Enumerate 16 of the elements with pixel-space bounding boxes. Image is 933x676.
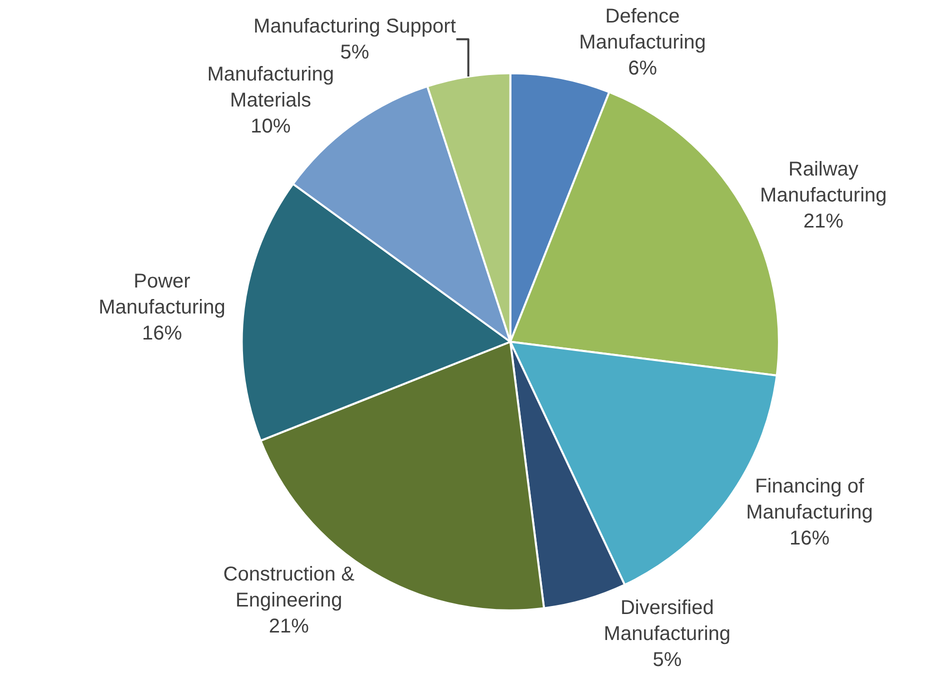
slice-label: Manufacturing Materials <box>207 63 334 112</box>
data-label: 16% <box>142 322 182 345</box>
data-label: 10% <box>250 115 291 138</box>
data-label: 21% <box>268 615 310 638</box>
slice-label: Manufacturing Support <box>254 15 456 38</box>
data-label: 6% <box>628 57 658 80</box>
slice-label: Defence Manufacturing <box>579 5 706 54</box>
slice-label: Diversified Manufacturing <box>604 596 731 645</box>
slice-label: Railway Manufacturing <box>760 158 887 206</box>
data-label: 5% <box>652 648 682 671</box>
slice-label: Construction & Engineering <box>223 563 356 612</box>
slice-label: Financing of Manufacturing <box>746 475 873 524</box>
data-label: 21% <box>803 210 844 232</box>
slice-label: Power Manufacturing <box>98 270 226 319</box>
data-label: 5% <box>340 41 370 64</box>
data-label: 16% <box>790 527 830 550</box>
